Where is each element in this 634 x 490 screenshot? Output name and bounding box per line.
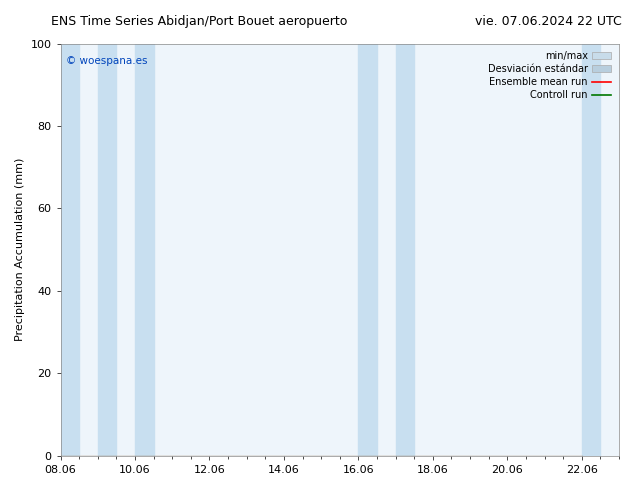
Text: © woespana.es: © woespana.es: [66, 56, 148, 66]
Bar: [135, 44, 153, 456]
Legend: min/max, Desviación estándar, Ensemble mean run, Controll run: min/max, Desviación estándar, Ensemble m…: [485, 49, 614, 103]
Bar: [98, 44, 117, 456]
Text: ENS Time Series Abidjan/Port Bouet aeropuerto: ENS Time Series Abidjan/Port Bouet aerop…: [51, 15, 347, 28]
Text: vie. 07.06.2024 22 UTC: vie. 07.06.2024 22 UTC: [475, 15, 621, 28]
Y-axis label: Precipitation Accumulation (mm): Precipitation Accumulation (mm): [15, 158, 25, 342]
Bar: [396, 44, 414, 456]
Bar: [61, 44, 79, 456]
Bar: [582, 44, 600, 456]
Bar: [358, 44, 377, 456]
Title: ENS Time Series Abidjan/Port Bouet aeropuerto     vie. 07.06.2024 22 UTC: ENS Time Series Abidjan/Port Bouet aerop…: [0, 489, 1, 490]
